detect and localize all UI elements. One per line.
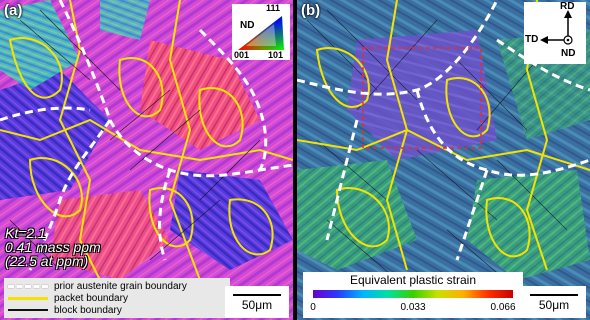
sample-axes-key: RD TD ND <box>524 1 586 64</box>
ipf-color-key: 111 001 101 ND <box>232 3 290 60</box>
strain-color-legend: Equivalent plastic strain 0 0.033 0.066 <box>303 272 523 318</box>
ipf-001-label: 001 <box>234 50 250 60</box>
dashed-line-swatch <box>8 284 48 288</box>
legend-item-packet: packet boundary <box>8 292 128 304</box>
scale-bar-b: 50μm <box>522 286 586 318</box>
axis-td-label: TD <box>525 34 539 45</box>
legend-item-block: block boundary <box>8 304 122 316</box>
axis-nd-label: ND <box>561 48 576 59</box>
black-line-swatch <box>8 309 48 311</box>
condition-kt: Kt=2.1 <box>5 225 46 241</box>
strain-tick-min: 0 <box>310 302 316 313</box>
legend-item-prior-austenite: prior austenite grain boundary <box>8 280 187 292</box>
strain-colorbar <box>313 290 513 298</box>
condition-annotation: Kt=2.1 0.41 mass ppm (22.5 at ppm) <box>5 226 101 268</box>
scale-bar-line <box>530 294 578 296</box>
ipf-111-label: 111 <box>266 3 281 13</box>
scale-bar-label: 50μm <box>538 298 570 312</box>
panel-b-label: (b) <box>301 2 321 19</box>
panel-a-label: (a) <box>4 2 23 19</box>
highlight-region <box>362 47 482 149</box>
legend-label: block boundary <box>54 304 122 316</box>
ipf-triangle-icon <box>232 4 290 60</box>
ipf-101-label: 101 <box>268 50 284 60</box>
scale-bar-label: 50μm <box>241 298 273 312</box>
yellow-line-swatch <box>8 296 48 300</box>
axis-rd-label: RD <box>560 1 575 12</box>
scale-bar-a: 50μm <box>225 286 289 318</box>
ipf-nd-label: ND <box>240 20 255 31</box>
scale-bar-line <box>233 294 281 296</box>
strain-legend-title: Equivalent plastic strain <box>349 273 477 287</box>
strain-map-panel: (b) RD TD ND Equivalent plastic strain 0… <box>297 0 590 320</box>
legend-label: packet boundary <box>54 292 128 304</box>
axes-arrow-icon <box>540 10 573 45</box>
strain-tick-max: 0.066 <box>490 302 516 313</box>
boundary-legend: prior austenite grain boundary packet bo… <box>4 278 230 318</box>
ipf-map-panel: (a) 111 001 101 ND <box>0 0 293 320</box>
strain-tick-mid: 0.033 <box>400 302 426 313</box>
condition-at-ppm: (22.5 at ppm) <box>5 253 89 269</box>
condition-mass-ppm: 0.41 mass ppm <box>5 239 101 255</box>
legend-label: prior austenite grain boundary <box>54 280 187 292</box>
